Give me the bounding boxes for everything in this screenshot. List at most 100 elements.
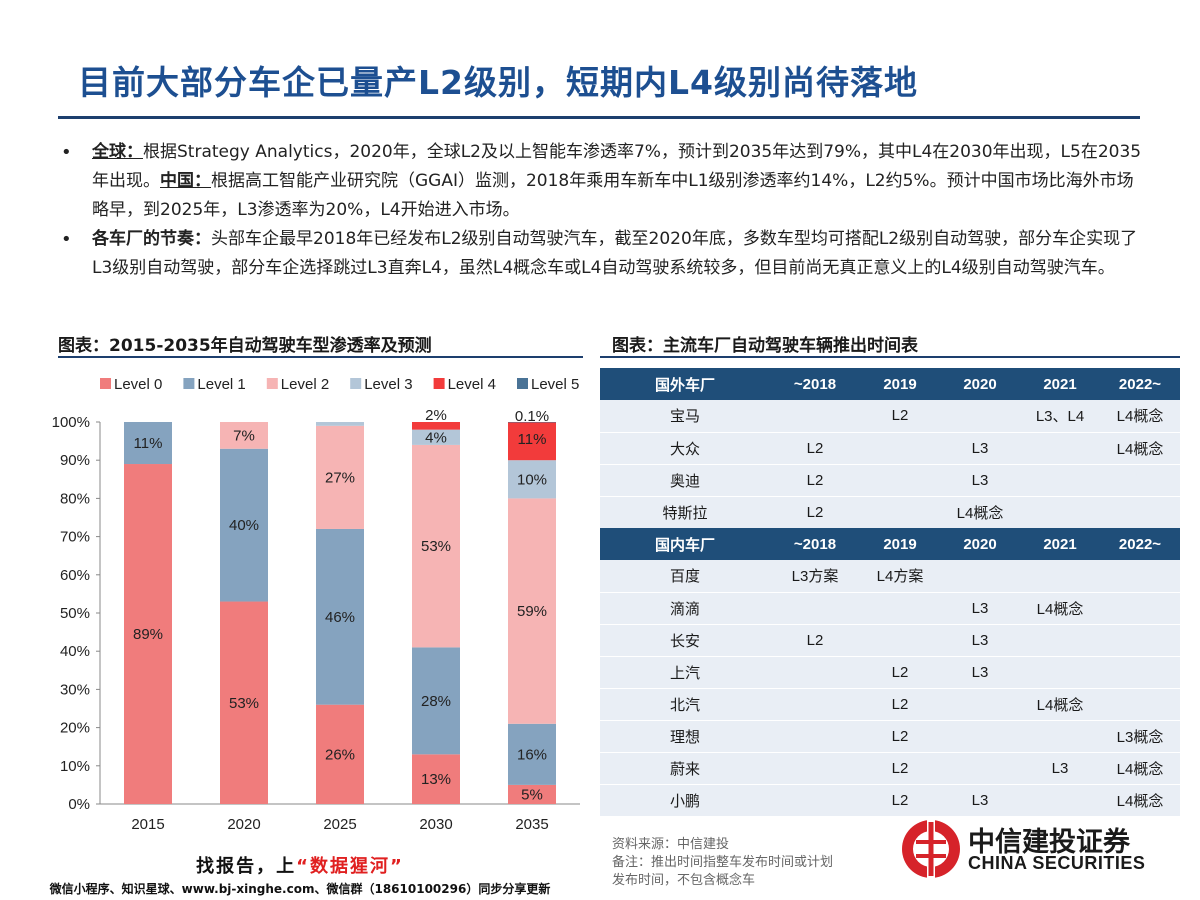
table-cell (1100, 623, 1180, 656)
table-cell: L4概念 (1100, 783, 1180, 816)
table-cell (770, 719, 860, 752)
data-label: 4% (425, 429, 447, 446)
table-cell: 2019 (860, 368, 940, 400)
table-cell: 2022~ (1100, 528, 1180, 560)
data-label: 11% (134, 435, 163, 452)
bar-segment (220, 422, 268, 449)
bullet-lead: 各车厂的节奏： (92, 229, 211, 249)
table-cell: 2021 (1020, 528, 1100, 560)
data-label: 53% (229, 695, 259, 712)
bar-segment (508, 723, 556, 785)
notes: 资料来源：中信建投 备注：推出时间指整车发布时间或计划 发布时间，不包含概念车 (612, 836, 833, 890)
table-cell: 蔚来 (600, 751, 770, 784)
logo-english: CHINA SECURITIES (968, 853, 1146, 873)
remark-note-2: 发布时间，不包含概念车 (612, 873, 756, 888)
bar-segment (412, 754, 460, 804)
table-cell: L4概念 (940, 495, 1020, 528)
table-cell (1100, 591, 1180, 624)
table-cell (1020, 655, 1100, 688)
data-label: 7% (233, 427, 255, 444)
table-row: 特斯拉 L2 L4概念 (600, 495, 1180, 528)
table-cell (1020, 495, 1100, 528)
watermark-line1: 找报告，上“数据猩河” (0, 852, 600, 878)
china-securities-logo: 中信建投证券 CHINA SECURITIES (900, 818, 1150, 880)
table-cell: L3 (940, 655, 1020, 688)
table-cell (770, 687, 860, 720)
table-row: 理想 L2 L3概念 (600, 719, 1180, 752)
table-row: 百度 L3方案 L4方案 (600, 560, 1180, 592)
remark-note-1: 备注：推出时间指整车发布时间或计划 (612, 855, 834, 870)
table-cell (1100, 463, 1180, 496)
table-cell: 国外车厂 (600, 368, 770, 400)
data-label: 28% (421, 693, 451, 710)
legend-label: Level 3 (364, 376, 412, 393)
y-tick-label: 80% (60, 490, 90, 507)
table-cell: L3 (1020, 751, 1100, 784)
table-cell (860, 495, 940, 528)
y-tick-label: 50% (60, 605, 90, 622)
table-cell: 滴滴 (600, 591, 770, 624)
legend-swatch (183, 378, 195, 389)
bar-segment (316, 704, 364, 804)
table-cell (1100, 560, 1180, 592)
table-cell: 百度 (600, 560, 770, 592)
table-row: 小鹏 L2 L3 L4概念 (600, 783, 1180, 816)
chart-section-rule (58, 356, 583, 358)
table-cell (1020, 463, 1100, 496)
data-label: 89% (133, 626, 163, 643)
table-cell: 2021 (1020, 368, 1100, 400)
bullet-automakers: 各车厂的节奏：头部车企最早2018年已经发布L2级别自动驾驶汽车，截至2020年… (58, 225, 1143, 283)
table-cell (1020, 719, 1100, 752)
y-tick-label: 20% (60, 720, 90, 737)
bar-segment (316, 528, 364, 705)
table-cell: 2019 (860, 528, 940, 560)
bullet-lead-china: 中国： (160, 171, 211, 191)
watermark-highlight: “数据猩河” (296, 856, 404, 877)
table-cell: L4概念 (1100, 431, 1180, 464)
table-row: 长安 L2 L3 (600, 623, 1180, 656)
table-cell: L3 (940, 623, 1020, 656)
table-cell: L3方案 (770, 560, 860, 592)
table-cell: 宝马 (600, 400, 770, 432)
table-cell (1020, 783, 1100, 816)
table-cell: 大众 (600, 431, 770, 464)
y-tick-label: 70% (60, 529, 90, 546)
bar-segment (412, 422, 460, 430)
watermark-prefix: 找报告，上 (196, 856, 297, 877)
citic-emblem-icon (902, 818, 960, 880)
x-tick-label: 2030 (419, 816, 452, 833)
watermark-line2: 微信小程序、知识星球、www.bj-xinghe.com、微信群（1861010… (49, 882, 551, 896)
legend-label: Level 1 (197, 376, 245, 393)
bullet-text-china: 根据高工智能产业研究院（GGAI）监测，2018年乘用车新车中L1级别渗透率约1… (92, 171, 1134, 220)
bullet-list: 全球：根据Strategy Analytics，2020年，全球L2及以上智能车… (58, 138, 1143, 283)
data-label: 40% (229, 517, 259, 534)
data-label: 53% (421, 538, 451, 555)
y-tick-label: 40% (60, 643, 90, 660)
bar-segment (508, 460, 556, 499)
data-label: 13% (421, 771, 451, 788)
table-cell (770, 751, 860, 784)
table-cell: 长安 (600, 623, 770, 656)
table-cell: L3 (940, 463, 1020, 496)
table-cell: L4概念 (1020, 591, 1100, 624)
table-row: 宝马 L2 L3、L4 L4概念 (600, 400, 1180, 432)
table-section-title: 图表：主流车厂自动驾驶车辆推出时间表 (612, 336, 918, 356)
table-cell: 2022~ (1100, 368, 1180, 400)
bullet-text: 根据Strategy Analytics，2020年，全球L2及以上智能车渗透率… (92, 142, 1142, 191)
table-cell: 小鹏 (600, 783, 770, 816)
data-label: 10% (517, 471, 547, 488)
bar-segment (124, 422, 172, 465)
stacked-bar-chart: Level 0 Level 1 Level 2 Level 3 Level 4 Level… (52, 376, 580, 833)
table-cell (770, 783, 860, 816)
table-cell: L2 (770, 495, 860, 528)
legend-swatch (100, 378, 111, 389)
table-cell: L3 (940, 783, 1020, 816)
table-cell: 国内车厂 (600, 528, 770, 560)
bar-segment (508, 422, 556, 423)
table-row: 奥迪 L2 L3 (600, 463, 1180, 496)
bar-segment (220, 448, 268, 602)
table-cell (1020, 623, 1100, 656)
legend-swatch (433, 378, 445, 389)
table-cell (770, 655, 860, 688)
table-cell: 北汽 (600, 687, 770, 720)
